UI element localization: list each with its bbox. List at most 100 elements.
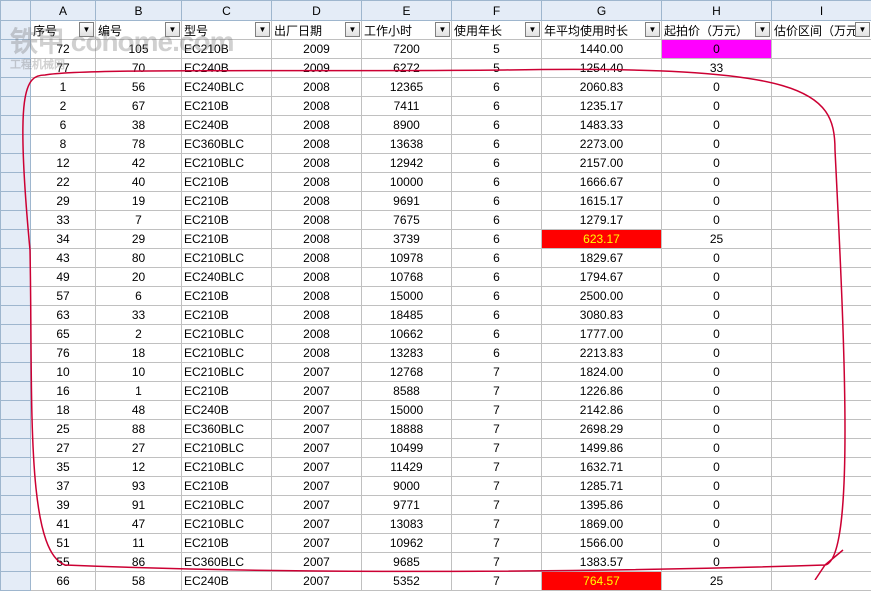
cell-E[interactable]: 15000 — [362, 401, 452, 420]
cell-E[interactable]: 10962 — [362, 534, 452, 553]
cell-F[interactable]: 7 — [452, 515, 542, 534]
column-letter[interactable]: C — [182, 1, 272, 21]
cell-I[interactable] — [772, 230, 871, 249]
cell-G[interactable]: 1254.40 — [542, 59, 662, 78]
cell-B[interactable]: 12 — [96, 458, 182, 477]
cell-I[interactable] — [772, 116, 871, 135]
cell-A[interactable]: 6 — [31, 116, 96, 135]
row-number[interactable] — [1, 344, 31, 363]
cell-G[interactable]: 1869.00 — [542, 515, 662, 534]
cell-E[interactable]: 9771 — [362, 496, 452, 515]
row-number[interactable] — [1, 116, 31, 135]
cell-G[interactable]: 2142.86 — [542, 401, 662, 420]
cell-I[interactable] — [772, 515, 871, 534]
cell-E[interactable]: 9691 — [362, 192, 452, 211]
cell-D[interactable]: 2008 — [272, 249, 362, 268]
cell-E[interactable]: 15000 — [362, 287, 452, 306]
cell-B[interactable]: 33 — [96, 306, 182, 325]
filter-dropdown-icon[interactable]: ▼ — [435, 22, 450, 37]
cell-F[interactable]: 7 — [452, 439, 542, 458]
cell-G[interactable]: 2060.83 — [542, 78, 662, 97]
cell-D[interactable]: 2008 — [272, 173, 362, 192]
row-number[interactable] — [1, 363, 31, 382]
cell-H[interactable]: 0 — [662, 97, 772, 116]
cell-B[interactable]: 38 — [96, 116, 182, 135]
cell-G[interactable]: 1483.33 — [542, 116, 662, 135]
cell-I[interactable] — [772, 534, 871, 553]
cell-C[interactable]: EC210B — [182, 230, 272, 249]
cell-C[interactable]: EC210BLC — [182, 363, 272, 382]
cell-D[interactable]: 2009 — [272, 59, 362, 78]
cell-F[interactable]: 6 — [452, 154, 542, 173]
header-I[interactable]: 估价区间（万元）▼ — [772, 21, 871, 40]
row-number[interactable] — [1, 515, 31, 534]
column-letter[interactable]: A — [31, 1, 96, 21]
cell-G[interactable]: 2500.00 — [542, 287, 662, 306]
cell-E[interactable]: 10662 — [362, 325, 452, 344]
cell-E[interactable]: 7200 — [362, 40, 452, 59]
cell-E[interactable]: 6272 — [362, 59, 452, 78]
cell-I[interactable] — [772, 192, 871, 211]
cell-C[interactable]: EC210B — [182, 192, 272, 211]
row-number[interactable] — [1, 553, 31, 572]
cell-F[interactable]: 7 — [452, 496, 542, 515]
filter-dropdown-icon[interactable]: ▼ — [525, 22, 540, 37]
cell-I[interactable] — [772, 363, 871, 382]
cell-B[interactable]: 20 — [96, 268, 182, 287]
cell-I[interactable] — [772, 268, 871, 287]
cell-E[interactable]: 13283 — [362, 344, 452, 363]
cell-A[interactable]: 39 — [31, 496, 96, 515]
column-letter[interactable]: F — [452, 1, 542, 21]
cell-A[interactable]: 29 — [31, 192, 96, 211]
cell-I[interactable] — [772, 97, 871, 116]
cell-D[interactable]: 2007 — [272, 401, 362, 420]
header-C[interactable]: 型号▼ — [182, 21, 272, 40]
cell-I[interactable] — [772, 306, 871, 325]
cell-G[interactable]: 1395.86 — [542, 496, 662, 515]
header-E[interactable]: 工作小时▼ — [362, 21, 452, 40]
row-number[interactable] — [1, 287, 31, 306]
row-number[interactable] — [1, 572, 31, 591]
row-number[interactable] — [1, 249, 31, 268]
cell-B[interactable]: 29 — [96, 230, 182, 249]
cell-D[interactable]: 2008 — [272, 344, 362, 363]
cell-G[interactable]: 2273.00 — [542, 135, 662, 154]
cell-I[interactable] — [772, 553, 871, 572]
cell-E[interactable]: 18888 — [362, 420, 452, 439]
cell-H[interactable]: 0 — [662, 439, 772, 458]
row-number[interactable] — [1, 78, 31, 97]
cell-G[interactable]: 1824.00 — [542, 363, 662, 382]
cell-C[interactable]: EC210B — [182, 382, 272, 401]
cell-D[interactable]: 2008 — [272, 325, 362, 344]
cell-H[interactable]: 25 — [662, 572, 772, 591]
cell-F[interactable]: 6 — [452, 344, 542, 363]
cell-G[interactable]: 1440.00 — [542, 40, 662, 59]
cell-A[interactable]: 41 — [31, 515, 96, 534]
cell-C[interactable]: EC240B — [182, 572, 272, 591]
cell-F[interactable]: 7 — [452, 382, 542, 401]
cell-C[interactable]: EC210BLC — [182, 344, 272, 363]
cell-C[interactable]: EC210B — [182, 40, 272, 59]
cell-C[interactable]: EC240B — [182, 116, 272, 135]
cell-B[interactable]: 42 — [96, 154, 182, 173]
cell-H[interactable]: 0 — [662, 154, 772, 173]
cell-C[interactable]: EC360BLC — [182, 553, 272, 572]
cell-H[interactable]: 0 — [662, 477, 772, 496]
header-B[interactable]: 编号▼ — [96, 21, 182, 40]
cell-B[interactable]: 70 — [96, 59, 182, 78]
cell-E[interactable]: 9685 — [362, 553, 452, 572]
cell-F[interactable]: 5 — [452, 40, 542, 59]
column-letter[interactable]: G — [542, 1, 662, 21]
cell-B[interactable]: 47 — [96, 515, 182, 534]
cell-I[interactable] — [772, 458, 871, 477]
cell-H[interactable]: 0 — [662, 249, 772, 268]
cell-A[interactable]: 18 — [31, 401, 96, 420]
cell-G[interactable]: 1829.67 — [542, 249, 662, 268]
row-number[interactable] — [1, 40, 31, 59]
cell-A[interactable]: 33 — [31, 211, 96, 230]
cell-D[interactable]: 2008 — [272, 230, 362, 249]
row-number[interactable] — [1, 135, 31, 154]
cell-I[interactable] — [772, 287, 871, 306]
cell-E[interactable]: 8588 — [362, 382, 452, 401]
cell-D[interactable]: 2007 — [272, 420, 362, 439]
